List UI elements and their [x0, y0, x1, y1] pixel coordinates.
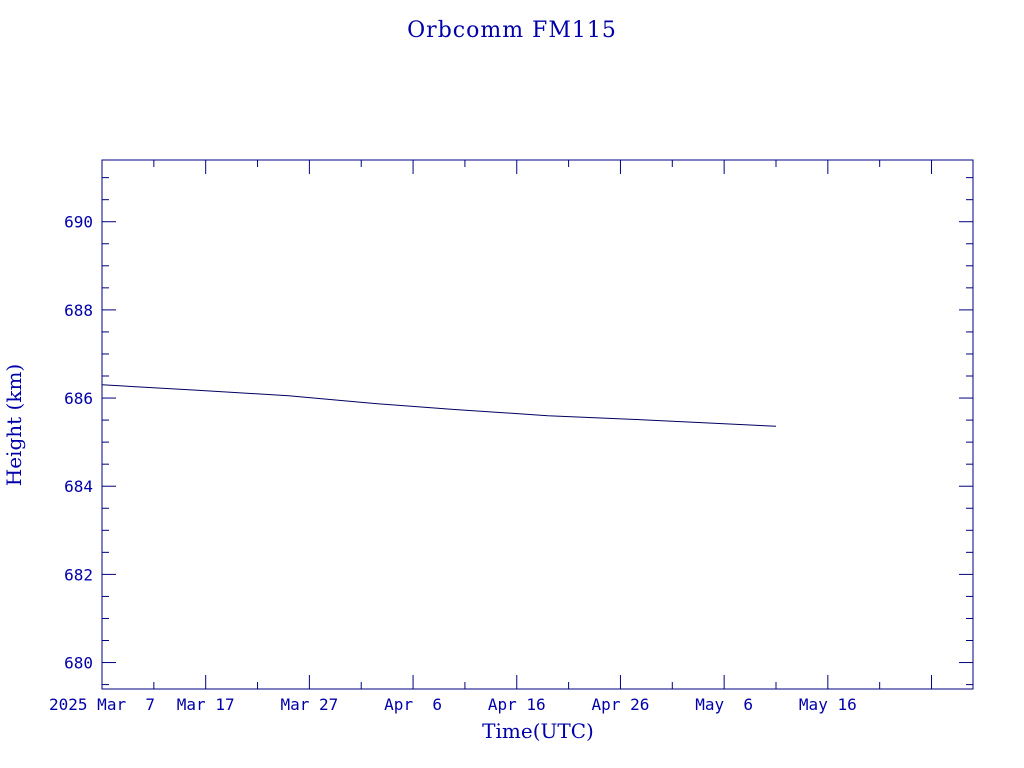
x-tick-label: Apr 6	[384, 695, 442, 714]
x-axis-ticks	[101, 160, 933, 689]
x-tick-label: Apr 26	[592, 695, 650, 714]
plot-frame	[101, 159, 974, 690]
y-tick-label: 688	[64, 301, 93, 320]
y-axis-label: Height (km)	[2, 364, 26, 486]
y-tick-label: 684	[64, 477, 93, 496]
x-axis-tick-labels: 2025 Mar 7 Mar 17 Mar 27 Apr 6 Apr 16 Apr 26 M…	[49, 695, 857, 714]
x-tick-label: May 6	[695, 695, 753, 714]
y-tick-label: 680	[64, 654, 93, 673]
x-tick-label: Mar 17	[177, 695, 235, 714]
y-axis-tick-labels: 680 682 684 686 688 690	[64, 213, 93, 673]
y-axis-ticks	[102, 177, 973, 686]
height-series-line	[101, 384, 777, 427]
y-tick-label: 686	[64, 389, 93, 408]
series-layer	[101, 384, 777, 427]
x-tick-label: May 16	[799, 695, 857, 714]
chart-title: Orbcomm FM115	[407, 18, 617, 43]
y-tick-label: 690	[64, 213, 93, 232]
y-tick-label: 682	[64, 565, 93, 584]
x-axis-label: Time(UTC)	[482, 719, 594, 743]
x-tick-label: Mar 27	[280, 695, 338, 714]
x-tick-label: Apr 16	[488, 695, 546, 714]
x-tick-label: 2025 Mar 7	[49, 695, 155, 714]
